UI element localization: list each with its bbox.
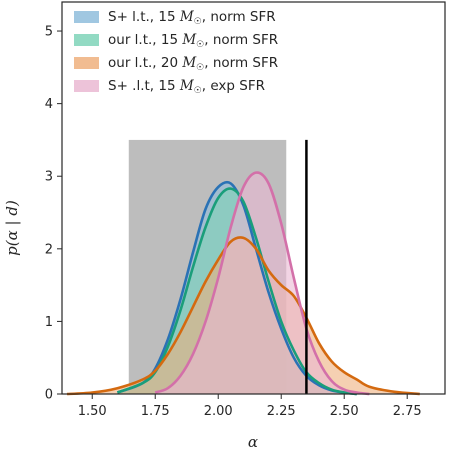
series-1-curve xyxy=(116,180,357,396)
legend: S+ l.t., 15 M☉, norm SFR our l.t., 15 M☉,… xyxy=(74,9,278,96)
y-tick-label: 5 xyxy=(45,25,53,40)
legend-swatch-3 xyxy=(74,57,99,69)
legend-label-3: our l.t., 20 M☉, norm SFR xyxy=(108,55,278,73)
axes: 1.50 1.75 2.00 2.25 2.50 2.75 0 1 2 3 4 5 xyxy=(45,1,446,419)
x-tick-label: 2.25 xyxy=(267,404,296,419)
x-tick-label: 1.50 xyxy=(78,404,107,419)
y-tick-label: 1 xyxy=(45,315,53,330)
y-tick-label: 2 xyxy=(45,242,53,257)
x-tick-label: 1.75 xyxy=(141,404,170,419)
legend-label-1: S+ l.t., 15 M☉, norm SFR xyxy=(108,9,276,27)
series-4-curve xyxy=(154,171,370,396)
legend-swatch-1 xyxy=(74,11,99,23)
series-4-area xyxy=(155,172,370,394)
legend-label-2: our l.t., 15 M☉, norm SFR xyxy=(108,32,278,50)
x-tick-label: 2.75 xyxy=(393,404,422,419)
x-tick-label: 2.50 xyxy=(330,404,359,419)
y-tick-label: 0 xyxy=(45,388,53,403)
legend-label-4: S+ .l.t, 15 M☉, exp SFR xyxy=(108,78,265,96)
x-axis-label: α xyxy=(248,433,258,451)
y-tick-label: 4 xyxy=(45,97,53,112)
series-2-curve xyxy=(116,187,357,396)
y-axis-label: p(α | d) xyxy=(3,200,21,256)
legend-swatch-2 xyxy=(74,34,99,46)
plot-area xyxy=(66,139,420,396)
legend-swatch-4 xyxy=(74,80,99,92)
y-tick-label: 3 xyxy=(45,170,53,185)
axes-frame xyxy=(61,1,446,395)
series-3-curve xyxy=(66,236,420,396)
x-tick-label: 2.00 xyxy=(204,404,233,419)
